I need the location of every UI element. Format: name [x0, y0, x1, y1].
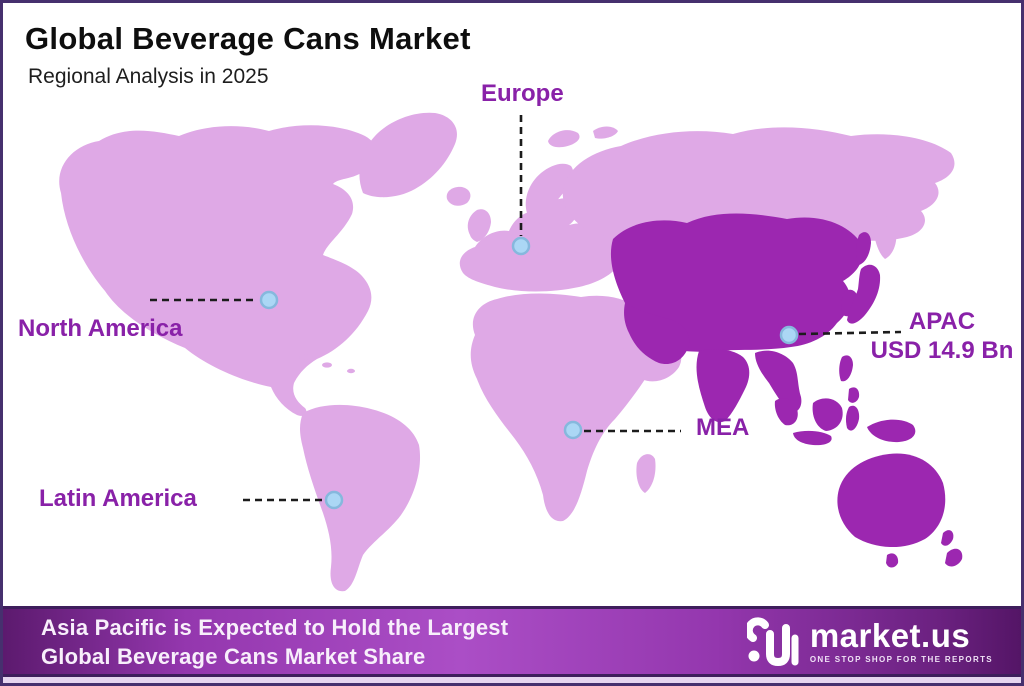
apac-market-value: USD 14.9 Bn	[870, 337, 1014, 364]
markers	[259, 236, 799, 510]
bottom-strip	[3, 677, 1021, 683]
logo-name: market.us	[809, 616, 971, 654]
leader-apac	[798, 330, 902, 336]
marker-latin-america	[324, 490, 344, 510]
marketus-logo: market.us ONE STOP SHOP FOR THE REPORTS	[746, 616, 993, 668]
label-europe: Europe	[481, 80, 564, 107]
label-mea: MEA	[696, 414, 750, 441]
banner-headline-line1: Asia Pacific is Expected to Hold the Lar…	[41, 614, 509, 640]
region-apac-highlight	[610, 213, 963, 568]
marker-europe	[511, 236, 531, 256]
banner-headline: Asia Pacific is Expected to Hold the Lar…	[41, 613, 508, 671]
region-russia	[562, 127, 955, 259]
label-latin-america: Latin America	[39, 485, 197, 512]
page-subtitle: Regional Analysis in 2025	[28, 65, 269, 88]
logo-text-block: market.us ONE STOP SHOP FOR THE REPORTS	[809, 616, 993, 664]
marker-mea	[563, 420, 583, 440]
world-map	[59, 112, 963, 592]
page-title: Global Beverage Cans Market	[25, 21, 471, 56]
continent-north-america	[59, 112, 471, 416]
label-north-america: North America	[18, 315, 183, 342]
marketus-logo-icon	[746, 616, 799, 666]
continent-europe	[459, 126, 624, 292]
marker-apac	[779, 325, 799, 345]
apac-region-name: APAC	[908, 308, 976, 335]
banner-headline-line2: Global Beverage Cans Market Share	[41, 643, 426, 669]
marker-north-america	[259, 290, 279, 310]
leader-lines	[150, 115, 902, 502]
logo-tagline: ONE STOP SHOP FOR THE REPORTS	[809, 654, 993, 664]
continent-south-america	[300, 404, 421, 592]
label-apac: APAC USD 14.9 Bn	[869, 307, 1015, 365]
footer-banner: Asia Pacific is Expected to Hold the Lar…	[3, 606, 1021, 677]
